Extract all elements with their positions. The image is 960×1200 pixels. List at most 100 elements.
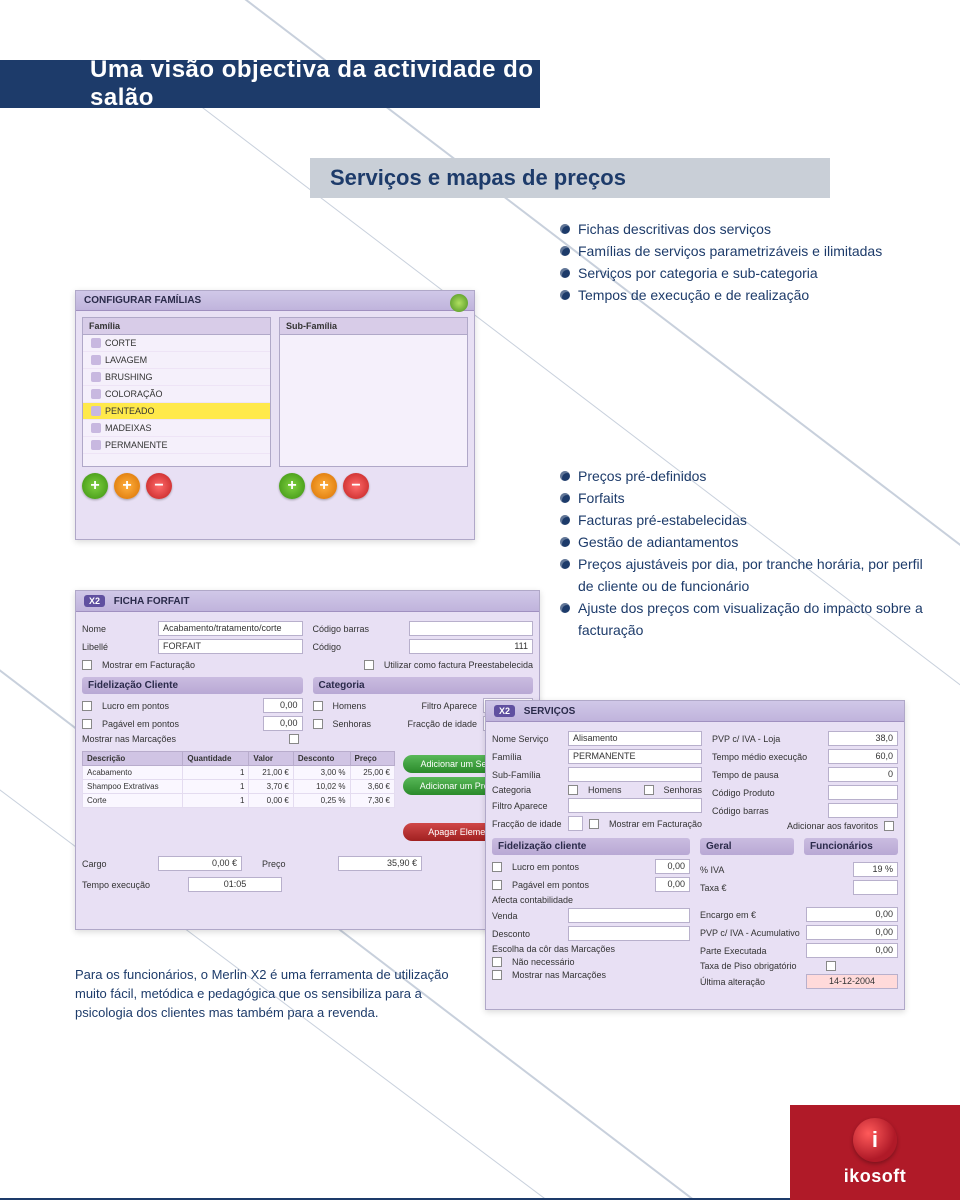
codigo-produto-field[interactable]	[828, 785, 898, 800]
familia-item[interactable]: PERMANENTE	[83, 437, 270, 454]
label-pvp2: PVP c/ IVA - Acumulativo	[700, 928, 800, 938]
pvp2-field[interactable]: 0,00	[806, 925, 898, 940]
chk-add-fav[interactable]	[884, 821, 894, 831]
label-venda: Venda	[492, 911, 562, 921]
bullet-item: Famílias de serviços parametrizáveis e i…	[560, 240, 920, 262]
label-familia: Família	[492, 752, 562, 762]
label-homens: Homens	[333, 701, 367, 711]
chk-lucro[interactable]	[492, 862, 502, 872]
window-title: FICHA FORFAIT	[114, 596, 190, 607]
label-tempo: Tempo execução	[82, 880, 182, 890]
add-button[interactable]: +	[82, 473, 108, 499]
chk-homens[interactable]	[313, 701, 323, 711]
window-title-bar: X2 FICHA FORFAIT	[76, 591, 539, 612]
familia-item[interactable]: LAVAGEM	[83, 352, 270, 369]
venda-field[interactable]	[568, 908, 690, 923]
tempo-medio-field[interactable]: 60,0	[828, 749, 898, 764]
table-header: Valor	[249, 752, 293, 766]
section-funcionarios: Funcionários	[804, 838, 898, 855]
table-header: Descrição	[83, 752, 183, 766]
codigo-field[interactable]: 111	[409, 639, 534, 654]
add-button[interactable]: +	[279, 473, 305, 499]
items-table: DescriçãoQuantidadeValorDescontoPreço Ac…	[82, 751, 395, 808]
bullet-item: Ajuste dos preços com visualização do im…	[560, 597, 930, 641]
bullet-item: Facturas pré-estabelecidas	[560, 509, 930, 531]
chk-nao-necessario[interactable]	[492, 957, 502, 967]
chk-senhoras[interactable]	[313, 719, 323, 729]
familia-item[interactable]: PENTEADO	[83, 403, 270, 420]
table-header: Quantidade	[183, 752, 249, 766]
window-title-bar: X2 SERVIÇOS	[486, 701, 904, 722]
fraccao-field[interactable]	[568, 816, 583, 831]
subfamilia-field[interactable]	[568, 767, 702, 782]
chk-taxa-piso[interactable]	[826, 961, 836, 971]
label-taxa: Taxa €	[700, 883, 770, 893]
label-senhoras: Senhoras	[333, 719, 372, 729]
label-encargo: Encargo em €	[700, 910, 800, 920]
familia-field[interactable]: PERMANENTE	[568, 749, 702, 764]
bullet-item: Preços ajustáveis por dia, por tranche h…	[560, 553, 930, 597]
table-row[interactable]: Corte10,00 €0,25 %7,30 €	[83, 794, 395, 808]
label-libelle: Libellé	[82, 642, 152, 652]
chk-lucro[interactable]	[82, 701, 92, 711]
chk-mostrar-fact[interactable]	[589, 819, 599, 829]
familia-item[interactable]: BRUSHING	[83, 369, 270, 386]
delete-button[interactable]: −	[343, 473, 369, 499]
cod-barras-field[interactable]	[409, 621, 534, 636]
chk-mostrar-marc[interactable]	[492, 970, 502, 980]
edit-button[interactable]: +	[311, 473, 337, 499]
chk-utilizar-preest[interactable]	[364, 660, 374, 670]
chk-mostrar-marc[interactable]	[289, 734, 299, 744]
pvp-field[interactable]: 38,0	[828, 731, 898, 746]
pagavel-value[interactable]: 0,00	[655, 877, 690, 892]
screenshot-ficha-forfait: X2 FICHA FORFAIT NomeAcabamento/tratamen…	[75, 590, 540, 930]
chk-senhoras[interactable]	[644, 785, 654, 795]
table-row[interactable]: Shampoo Extrativas13,70 €10,02 %3,60 €	[83, 780, 395, 794]
parte-exec-field[interactable]: 0,00	[806, 943, 898, 958]
label-mostrar-marc: Mostrar nas Marcações	[82, 734, 176, 744]
tempo-pausa-field[interactable]: 0	[828, 767, 898, 782]
section-categoria: Categoria	[313, 677, 534, 694]
section-fidel-cliente: Fidelização cliente	[492, 838, 690, 855]
brand-footer: i ikosoft	[790, 1105, 960, 1200]
ultima-alt-field: 14-12-2004	[806, 974, 898, 989]
familia-item[interactable]: MADEIXAS	[83, 420, 270, 437]
familia-item[interactable]: COLORAÇÃO	[83, 386, 270, 403]
subfamilia-list[interactable]: Sub-Família	[279, 317, 468, 467]
familia-item[interactable]: CORTE	[83, 335, 270, 352]
label-codigo: Código	[313, 642, 403, 652]
chk-mostrar-fact[interactable]	[82, 660, 92, 670]
brand-name: ikosoft	[844, 1166, 907, 1187]
codigo-barras-field[interactable]	[828, 803, 898, 818]
libelle-field[interactable]: FORFAIT	[158, 639, 303, 654]
lucro-value[interactable]: 0,00	[263, 698, 303, 713]
pct-iva-field[interactable]: 19 %	[853, 862, 898, 877]
label-preco: Preço	[262, 859, 332, 869]
nome-servico-field[interactable]: Alisamento	[568, 731, 702, 746]
nome-field[interactable]: Acabamento/tratamento/corte	[158, 621, 303, 636]
table-row[interactable]: Acabamento121,00 €3,00 %25,00 €	[83, 766, 395, 780]
preco-value: 35,90 €	[338, 856, 422, 871]
label-parte-exec: Parte Executada	[700, 946, 800, 956]
x2-badge: X2	[84, 595, 105, 607]
subfamilia-header: Sub-Família	[280, 318, 467, 335]
familia-list[interactable]: Família CORTELAVAGEMBRUSHINGCOLORAÇÃOPEN…	[82, 317, 271, 467]
edit-button[interactable]: +	[114, 473, 140, 499]
desconto-field[interactable]	[568, 926, 690, 941]
filtro-field[interactable]	[568, 798, 702, 813]
table-header: Preço	[350, 752, 395, 766]
lucro-value[interactable]: 0,00	[655, 859, 690, 874]
delete-button[interactable]: −	[146, 473, 172, 499]
window-icon	[450, 294, 468, 312]
section-subtitle-bar: Serviços e mapas de preços	[310, 158, 830, 198]
label-codigo-produto: Código Produto	[712, 788, 822, 798]
chk-pagavel[interactable]	[82, 719, 92, 729]
taxa-field[interactable]	[853, 880, 898, 895]
encargo-field[interactable]: 0,00	[806, 907, 898, 922]
body-paragraph: Para os funcionários, o Merlin X2 é uma …	[75, 965, 455, 1022]
label-utilizar-preest: Utilizar como factura Preestabelecida	[384, 660, 533, 670]
pagavel-value[interactable]: 0,00	[263, 716, 303, 731]
chk-homens[interactable]	[568, 785, 578, 795]
label-add-fav: Adicionar aos favoritos	[787, 821, 878, 831]
chk-pagavel[interactable]	[492, 880, 502, 890]
